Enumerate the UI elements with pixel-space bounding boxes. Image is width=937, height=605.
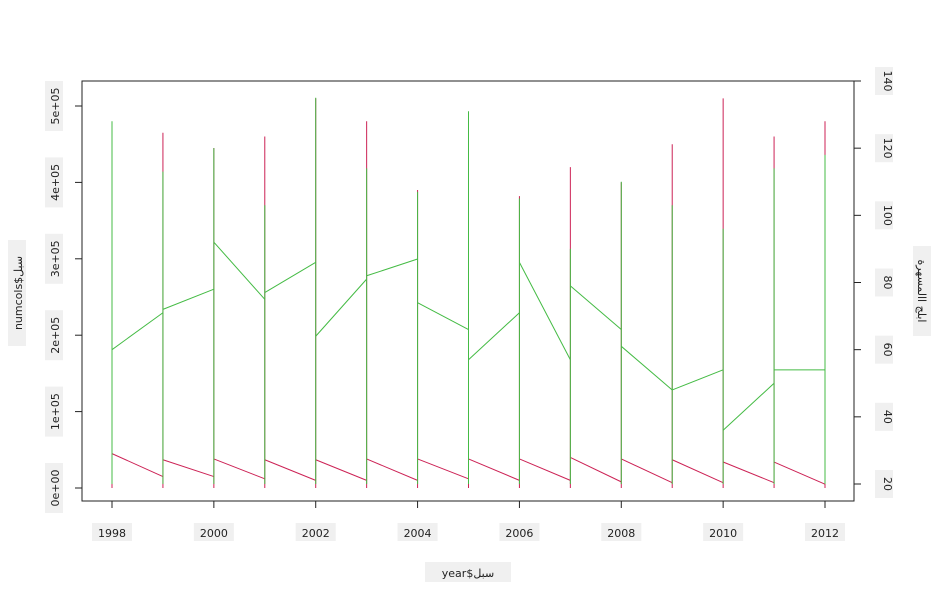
- series-1: [111, 97, 826, 484]
- x-tick-label-bg: [193, 523, 234, 541]
- x-tick-label-bg: [601, 523, 642, 541]
- series-1-segment-3: [264, 261, 316, 294]
- series-1-segment-2: [213, 241, 266, 300]
- series-1-segment-7: [468, 312, 520, 361]
- y-left-axis-title: numcols$سبل: [12, 256, 25, 330]
- y-right-tick-label-bg: [875, 470, 893, 498]
- y-right-tick-label-bg: [875, 134, 893, 163]
- x-tick-label: 2000: [200, 527, 228, 540]
- x-tick-label: 2002: [302, 527, 330, 540]
- y-left-tick-label: 4e+05: [49, 164, 62, 201]
- x-tick-label-bg: [397, 523, 438, 541]
- x-tick-label: 2004: [404, 527, 432, 540]
- x-tick-label: 2012: [811, 527, 839, 540]
- x-axis-title: year$سبل: [442, 567, 494, 580]
- series-0-segment-13: [773, 461, 826, 485]
- series-1-segment-1: [162, 288, 215, 310]
- series-0-segment-2: [213, 458, 265, 480]
- y-right-tick-label-bg: [875, 67, 893, 95]
- y-right-tick-label-bg: [875, 335, 893, 364]
- series-0-segment-9: [570, 456, 622, 483]
- y-left-tick-label: 0e+00: [49, 470, 62, 507]
- y-left-tick-label: 5e+05: [49, 88, 62, 125]
- series-0-segment-11: [672, 459, 724, 484]
- series-0-segment-5: [366, 458, 418, 481]
- series-1-segment-5: [366, 258, 418, 277]
- x-tick-label: 2008: [607, 527, 635, 540]
- series-1-segment-10: [620, 345, 673, 391]
- x-tick-label-bg: [92, 523, 132, 541]
- series-0-segment-7: [468, 458, 520, 481]
- series-1-segment-8: [518, 262, 571, 360]
- x-tick-label: 2006: [505, 527, 533, 540]
- series-1-segment-12: [722, 382, 775, 431]
- y-left-tick-label-bg: [45, 233, 63, 284]
- series-0-segment-0: [111, 453, 164, 477]
- x-tick-label-bg: [499, 523, 540, 541]
- x-tick-label: 1998: [98, 527, 126, 540]
- y-left-axis-title-bg: [8, 240, 26, 346]
- series-1-segment-6: [417, 302, 469, 330]
- y-right-axis-title-bg: [913, 246, 931, 336]
- y-left-tick-label-bg: [45, 463, 63, 513]
- series-0-segment-8: [519, 458, 571, 481]
- y-right-tick-label: 20: [881, 477, 894, 491]
- x-axis-title-bg: [425, 562, 511, 582]
- y-right-tick-label: 100: [881, 205, 894, 226]
- y-left-tick-label-bg: [45, 386, 63, 437]
- series-0-segment-6: [417, 458, 469, 480]
- series-1-segment-4: [315, 278, 368, 337]
- series-1-segment-0: [111, 312, 164, 351]
- y-right-tick-label-bg: [875, 201, 893, 230]
- x-tick-label-bg: [295, 523, 336, 541]
- series-0-segment-12: [722, 461, 775, 484]
- series-1-segment-11: [672, 369, 724, 391]
- y-right-tick-label: 140: [881, 71, 894, 92]
- x-tick-label: 2010: [709, 527, 737, 540]
- y-right-tick-label: 80: [881, 276, 894, 290]
- x-tick-label-bg: [703, 523, 744, 541]
- plot-area-frame: [81, 80, 855, 502]
- y-left-tick-label-bg: [45, 310, 63, 361]
- y-left-tick-label: 1e+05: [49, 393, 62, 430]
- y-right-tick-label-bg: [875, 402, 893, 431]
- y-left-tick-label: 3e+05: [49, 240, 62, 277]
- y-left-tick-label-bg: [45, 157, 63, 208]
- y-right-tick-label: 40: [881, 410, 894, 424]
- y-left-tick-label-bg: [45, 81, 63, 131]
- x-tick-label-bg: [805, 523, 845, 541]
- y-right-tick-label-bg: [875, 268, 893, 297]
- series-0-segment-4: [315, 459, 367, 481]
- y-right-tick-label: 60: [881, 343, 894, 357]
- y-right-axis-title: ابلج االمسهرة: [915, 260, 928, 323]
- y-right-tick-label: 120: [881, 138, 894, 159]
- series-0-segment-3: [264, 459, 316, 481]
- series-1-segment-9: [570, 285, 622, 330]
- y-left-tick-label: 2e+05: [49, 317, 62, 354]
- series-0-segment-10: [621, 458, 673, 484]
- series-0-segment-1: [162, 459, 215, 478]
